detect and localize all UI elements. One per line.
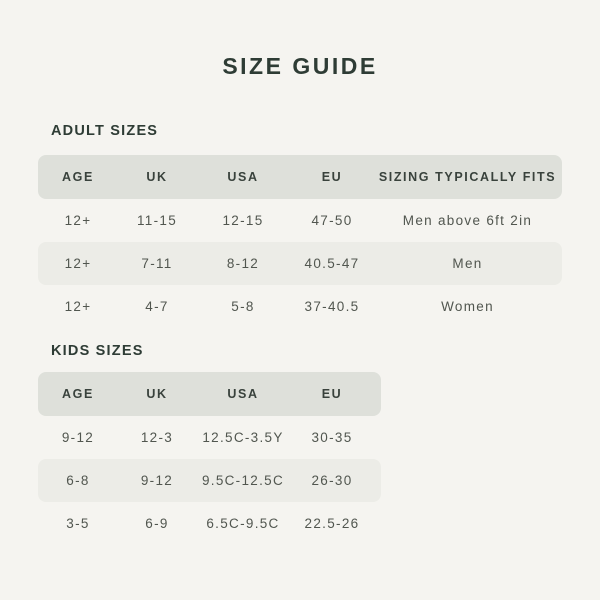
table-cell-usa: 6.5C-9.5C — [206, 516, 280, 532]
table-cell-age: 9-12 — [61, 430, 95, 446]
table-cell-uk: 7-11 — [141, 255, 173, 271]
column-header-age: AGE — [62, 387, 94, 402]
table-cell-fits: Men — [452, 255, 483, 271]
table-cell-eu: 40.5-47 — [304, 255, 360, 271]
table-cell-usa: 8-12 — [226, 255, 260, 271]
table-row: 9-12 12-3 12.5C-3.5Y 30-35 — [38, 416, 381, 459]
table-cell-age: 12+ — [64, 212, 92, 228]
table-cell-uk: 6-9 — [145, 516, 169, 532]
column-header-eu: EU — [321, 169, 343, 184]
table-cell-eu: 37-40.5 — [304, 298, 360, 314]
table-cell-eu: 47-50 — [311, 212, 353, 228]
adult-sizes-table: AGE UK USA EU SIZING TYPICALLY FITS 12+ … — [38, 154, 562, 328]
table-cell-usa: 12-15 — [222, 212, 264, 228]
table-cell-age: 6-8 — [66, 473, 90, 489]
kids-sizes-heading: KIDS SIZES — [51, 342, 144, 359]
table-row: 6-8 9-12 9.5C-12.5C 26-30 — [38, 459, 381, 503]
table-cell-age: 3-5 — [66, 516, 90, 532]
column-header-uk: UK — [146, 387, 168, 402]
table-cell-age: 12+ — [64, 255, 92, 271]
size-guide-page: SIZE GUIDE ADULT SIZES AGE UK USA EU SIZ… — [38, 53, 562, 546]
kids-sizes-table: AGE UK USA EU 9-12 12-3 12.5C-3.5Y 30-35… — [38, 372, 562, 545]
table-cell-eu: 26-30 — [311, 473, 353, 489]
table-cell-fits: Men above 6ft 2in — [402, 212, 533, 228]
table-cell-uk: 11-15 — [136, 212, 178, 228]
column-header-eu: EU — [321, 387, 343, 402]
table-row: 12+ 4-7 5-8 37-40.5 Women — [38, 285, 562, 328]
table-cell-usa: 12.5C-3.5Y — [202, 430, 284, 446]
kids-sizes-section: KIDS SIZES AGE UK USA EU 9-12 12-3 12.5C… — [38, 344, 562, 546]
column-header-age: AGE — [62, 169, 94, 184]
table-cell-uk: 4-7 — [145, 298, 169, 314]
table-row: 3-5 6-9 6.5C-9.5C 22.5-26 — [38, 502, 381, 545]
table-cell-eu: 30-35 — [311, 430, 353, 446]
table-cell-uk: 12-3 — [140, 430, 174, 446]
column-header-usa: USA — [227, 169, 259, 184]
table-cell-usa: 5-8 — [231, 298, 255, 314]
adult-sizes-section: ADULT SIZES AGE UK USA EU SIZING TYPICAL… — [38, 124, 562, 328]
table-cell-eu: 22.5-26 — [304, 516, 360, 532]
table-row: 12+ 11-15 12-15 47-50 Men above 6ft 2in — [38, 199, 562, 242]
table-row: 12+ 7-11 8-12 40.5-47 Men — [38, 241, 562, 285]
kids-table-header-row: AGE UK USA EU — [38, 372, 381, 417]
page-title: SIZE GUIDE — [222, 53, 378, 79]
column-header-sizing-typically-fits: SIZING TYPICALLY FITS — [378, 169, 557, 184]
table-cell-uk: 9-12 — [140, 473, 174, 489]
table-cell-age: 12+ — [64, 298, 92, 314]
table-cell-fits: Women — [441, 298, 494, 314]
column-header-usa: USA — [227, 387, 259, 402]
column-header-uk: UK — [146, 169, 168, 184]
table-cell-usa: 9.5C-12.5C — [201, 473, 285, 489]
adult-table-header-row: AGE UK USA EU SIZING TYPICALLY FITS — [38, 154, 562, 199]
adult-sizes-heading: ADULT SIZES — [51, 123, 159, 140]
